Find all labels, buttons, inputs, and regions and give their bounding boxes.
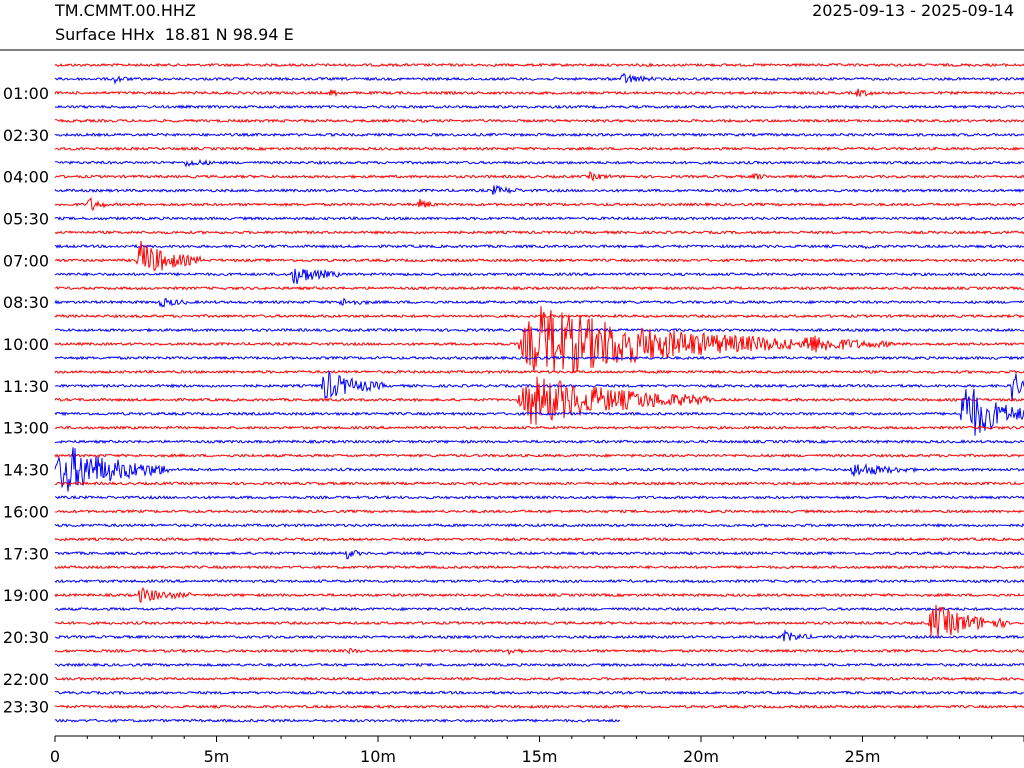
trace-row-18	[54, 313, 1024, 319]
x-axis: 0 5m 10m 15m 20m 25m	[50, 735, 1024, 766]
trace-row-31	[54, 494, 1024, 500]
trace-row-32	[54, 508, 1024, 515]
trace-row-26	[54, 425, 1024, 431]
trace-row-22	[54, 369, 1024, 375]
trace-row-44	[55, 676, 1024, 682]
trace-row-28	[54, 453, 1024, 459]
x-tick-label: 5m	[204, 747, 230, 766]
y-tick-label: 23:30	[3, 698, 49, 717]
y-tick-label: 04:00	[3, 168, 49, 187]
trace-row-14	[55, 240, 1024, 271]
y-tick-label: 11:30	[3, 377, 49, 396]
trace-row-41	[54, 629, 1024, 642]
trace-row-0	[54, 62, 1024, 68]
trace-row-27	[54, 439, 1024, 445]
y-axis: 01:00 02:30 04:00 05:30 07:00 08:30 10:00 11:30…	[3, 84, 49, 717]
y-tick-label: 13:00	[3, 419, 49, 438]
trace-row-47	[54, 718, 621, 724]
y-tick-label: 14:30	[3, 461, 49, 480]
trace-row-17	[54, 297, 1024, 308]
trace-row-20	[54, 306, 1024, 374]
x-tick-label: 15m	[522, 747, 558, 766]
trace-row-6	[54, 146, 1024, 152]
station-title: TM.CMMT.00.HHZ	[55, 1, 196, 20]
x-tick-label: 0	[50, 747, 60, 766]
trace-row-37	[54, 578, 1024, 584]
trace-group	[54, 62, 1024, 724]
y-tick-label: 19:00	[3, 586, 49, 605]
trace-row-38	[54, 587, 1024, 604]
trace-row-36	[54, 564, 1024, 570]
trace-row-19	[54, 327, 1024, 333]
trace-row-2	[54, 88, 1024, 98]
trace-row-12	[54, 229, 1024, 235]
x-tick-label: 20m	[683, 747, 719, 766]
trace-row-45	[54, 690, 1024, 696]
trace-row-46	[55, 704, 1024, 710]
date-range: 2025-09-13 - 2025-09-14	[812, 1, 1014, 20]
trace-row-30	[54, 481, 1024, 486]
trace-row-16	[54, 285, 1024, 291]
trace-row-7	[54, 158, 1024, 168]
trace-row-4	[54, 118, 1024, 124]
trace-row-35	[54, 550, 1024, 560]
station-subtitle: Surface HHx 18.81 N 98.94 E	[55, 25, 294, 44]
trace-row-40	[54, 604, 1024, 638]
trace-row-11	[54, 216, 1024, 221]
trace-row-1	[54, 72, 1024, 85]
trace-row-42	[54, 648, 1024, 656]
trace-row-39	[54, 606, 1024, 612]
trace-row-15	[54, 268, 1024, 285]
y-tick-label: 22:00	[3, 670, 49, 689]
y-tick-label: 16:00	[3, 502, 49, 521]
y-tick-label: 17:30	[3, 544, 49, 563]
trace-row-25	[54, 388, 1024, 436]
trace-row-13	[55, 243, 1024, 250]
trace-row-8	[54, 171, 1024, 182]
y-tick-label: 05:30	[3, 209, 49, 228]
y-tick-label: 01:00	[3, 84, 49, 103]
y-tick-label: 10:00	[3, 335, 49, 354]
y-tick-label: 02:30	[3, 126, 49, 145]
trace-row-10	[54, 197, 1024, 211]
trace-row-5	[54, 132, 1024, 138]
trace-row-34	[54, 536, 1024, 542]
x-tick-label: 25m	[845, 747, 881, 766]
y-tick-label: 07:00	[3, 251, 49, 270]
trace-row-3	[54, 104, 1024, 110]
trace-row-24	[54, 376, 1024, 425]
trace-row-33	[54, 522, 1024, 528]
trace-row-29	[54, 447, 1024, 492]
trace-row-43	[54, 662, 1024, 668]
x-tick-label: 10m	[360, 747, 396, 766]
trace-row-21	[54, 355, 1024, 361]
trace-row-9	[54, 184, 1024, 195]
y-tick-label: 20:30	[3, 628, 49, 647]
y-tick-label: 08:30	[3, 293, 49, 312]
